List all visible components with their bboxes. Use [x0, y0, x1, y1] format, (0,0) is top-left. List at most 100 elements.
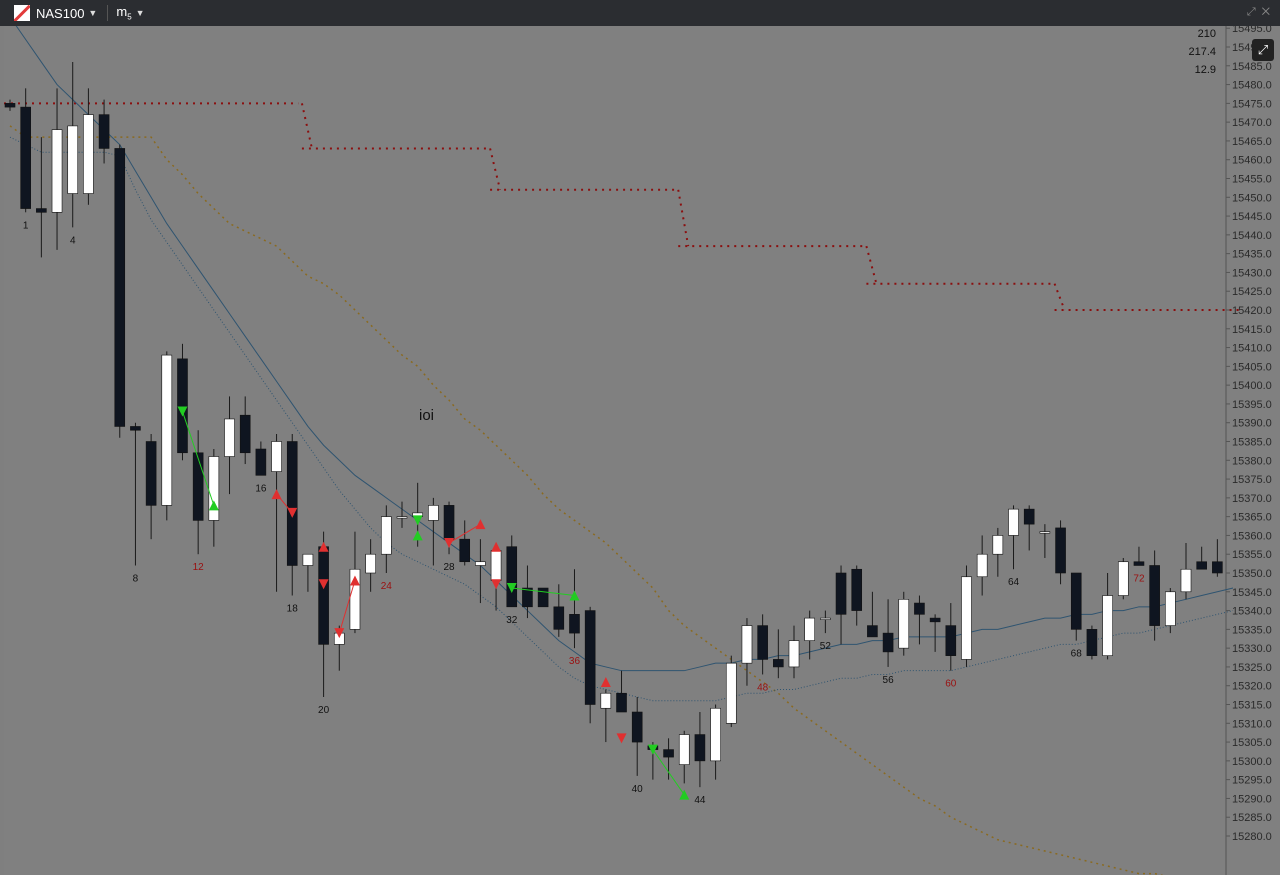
signal-down-arrow: [177, 406, 188, 417]
candle-body: [459, 538, 471, 563]
candlestick-chart[interactable]: 15280.0 15285.0 15290.0 15295.0 15300.0 15305…: [4, 26, 1280, 875]
candle-body: [976, 553, 988, 578]
y-tick-label: 15350.0: [1232, 568, 1272, 580]
candle-body: [145, 441, 157, 506]
y-tick-label: 15280.0: [1232, 831, 1272, 843]
chart-toolbar: NAS100 ▼ m5 ▼ ⤢✕: [0, 0, 1280, 26]
broker-logo-icon: [14, 5, 30, 21]
candle-body: [381, 516, 392, 555]
y-tick-label: 15345.0: [1232, 587, 1272, 599]
candle-body: [130, 426, 141, 431]
candle-body: [490, 550, 502, 581]
candle-body: [741, 625, 753, 664]
toolbar-divider: [107, 5, 109, 21]
signal-up-arrow: [679, 789, 690, 800]
signal-down-arrow: [616, 733, 627, 744]
symbol-selector[interactable]: NAS100: [36, 5, 85, 21]
y-tick-label: 15315.0: [1232, 700, 1272, 712]
bar-number-label: 68: [1071, 649, 1083, 660]
y-tick-label: 15415.0: [1232, 324, 1272, 336]
candle-body: [271, 441, 282, 472]
y-tick-label: 15420.0: [1232, 305, 1272, 317]
candle-body: [929, 617, 941, 623]
bar-number-label: 18: [287, 604, 299, 615]
signal-up-arrow: [208, 500, 219, 511]
y-tick-label: 15390.0: [1232, 418, 1272, 430]
y-tick-label: 15330.0: [1232, 643, 1272, 655]
red-level-step: [489, 148, 502, 191]
signal-connector: [338, 580, 356, 634]
y-tick-label: 15370.0: [1232, 493, 1272, 505]
red-level-step: [865, 245, 878, 284]
y-tick-label: 15470.0: [1232, 117, 1272, 129]
candle-body: [1055, 527, 1066, 574]
candle-body: [961, 576, 972, 660]
candle-body: [1149, 565, 1160, 626]
bar-number-label: 52: [820, 641, 832, 652]
y-tick-label: 15465.0: [1232, 136, 1272, 148]
candle-body: [396, 516, 408, 519]
chart-area[interactable]: 15280.0 15285.0 15290.0 15295.0 15300.0 15305…: [4, 26, 1280, 875]
candle-body: [631, 711, 643, 743]
y-tick-label: 15365.0: [1232, 512, 1272, 524]
candle-body: [1165, 591, 1176, 626]
candle-body: [992, 535, 1004, 555]
bar-number-label: 40: [632, 784, 644, 795]
candle-body: [710, 707, 721, 762]
y-tick-label: 15435.0: [1232, 249, 1272, 261]
candle-body: [898, 598, 910, 649]
y-tick-label: 15445.0: [1232, 211, 1272, 223]
candle-body: [584, 610, 596, 705]
candle-body: [1117, 561, 1129, 596]
signal-down-arrow: [444, 537, 455, 548]
y-tick-label: 15395.0: [1232, 399, 1272, 411]
signal-up-arrow: [318, 541, 329, 552]
candle-body: [1086, 629, 1098, 656]
candle-body: [788, 640, 800, 668]
candle-body: [522, 587, 533, 608]
candle-body: [36, 208, 47, 213]
candle-body: [239, 414, 251, 454]
chart-annotation: ioi: [419, 407, 434, 424]
bar-number-label: 44: [694, 795, 706, 806]
olive-level-line: [9, 125, 1164, 875]
timeframe-selector[interactable]: m5: [116, 4, 132, 22]
y-tick-label: 15425.0: [1232, 286, 1272, 298]
bar-number-label: 72: [1133, 573, 1145, 584]
candle-body: [4, 103, 16, 108]
candle-body: [1102, 595, 1113, 656]
y-tick-label: 15335.0: [1232, 624, 1272, 636]
candle-body: [302, 553, 314, 566]
candle-body: [428, 505, 439, 521]
bar-number-label: 16: [255, 483, 267, 494]
y-tick-label: 15320.0: [1232, 681, 1272, 693]
timeframe-dropdown-icon[interactable]: ▼: [135, 8, 145, 18]
expand-chart-icon[interactable]: ⤢: [1252, 39, 1274, 61]
candle-body: [349, 568, 361, 630]
candle-body: [67, 125, 79, 194]
signal-up-arrow: [491, 541, 502, 552]
y-tick-label: 15495.0: [1232, 26, 1272, 35]
candle-body: [506, 546, 518, 608]
bar-number-label: 1: [23, 220, 29, 231]
candle-body: [475, 561, 486, 566]
candle-body: [365, 553, 376, 574]
y-tick-label: 15375.0: [1232, 474, 1272, 486]
signal-down-arrow: [506, 583, 517, 594]
candle-body: [286, 441, 298, 566]
candle-body: [1133, 561, 1145, 566]
candle-body: [553, 606, 565, 630]
stat-value-2: 217.4: [1188, 46, 1216, 58]
y-tick-label: 15300.0: [1232, 756, 1272, 768]
bar-number-label: 64: [1008, 577, 1020, 588]
signal-up-arrow: [475, 519, 486, 530]
candle-body: [192, 452, 204, 521]
candle-body: [1070, 572, 1082, 630]
window-controls[interactable]: ⤢✕: [1246, 6, 1276, 18]
symbol-dropdown-icon[interactable]: ▼: [88, 8, 98, 18]
bar-number-label: 32: [506, 615, 518, 626]
y-tick-label: 15355.0: [1232, 549, 1272, 561]
candle-body: [255, 448, 267, 476]
signal-up-arrow: [569, 590, 580, 601]
candle-body: [678, 734, 690, 765]
